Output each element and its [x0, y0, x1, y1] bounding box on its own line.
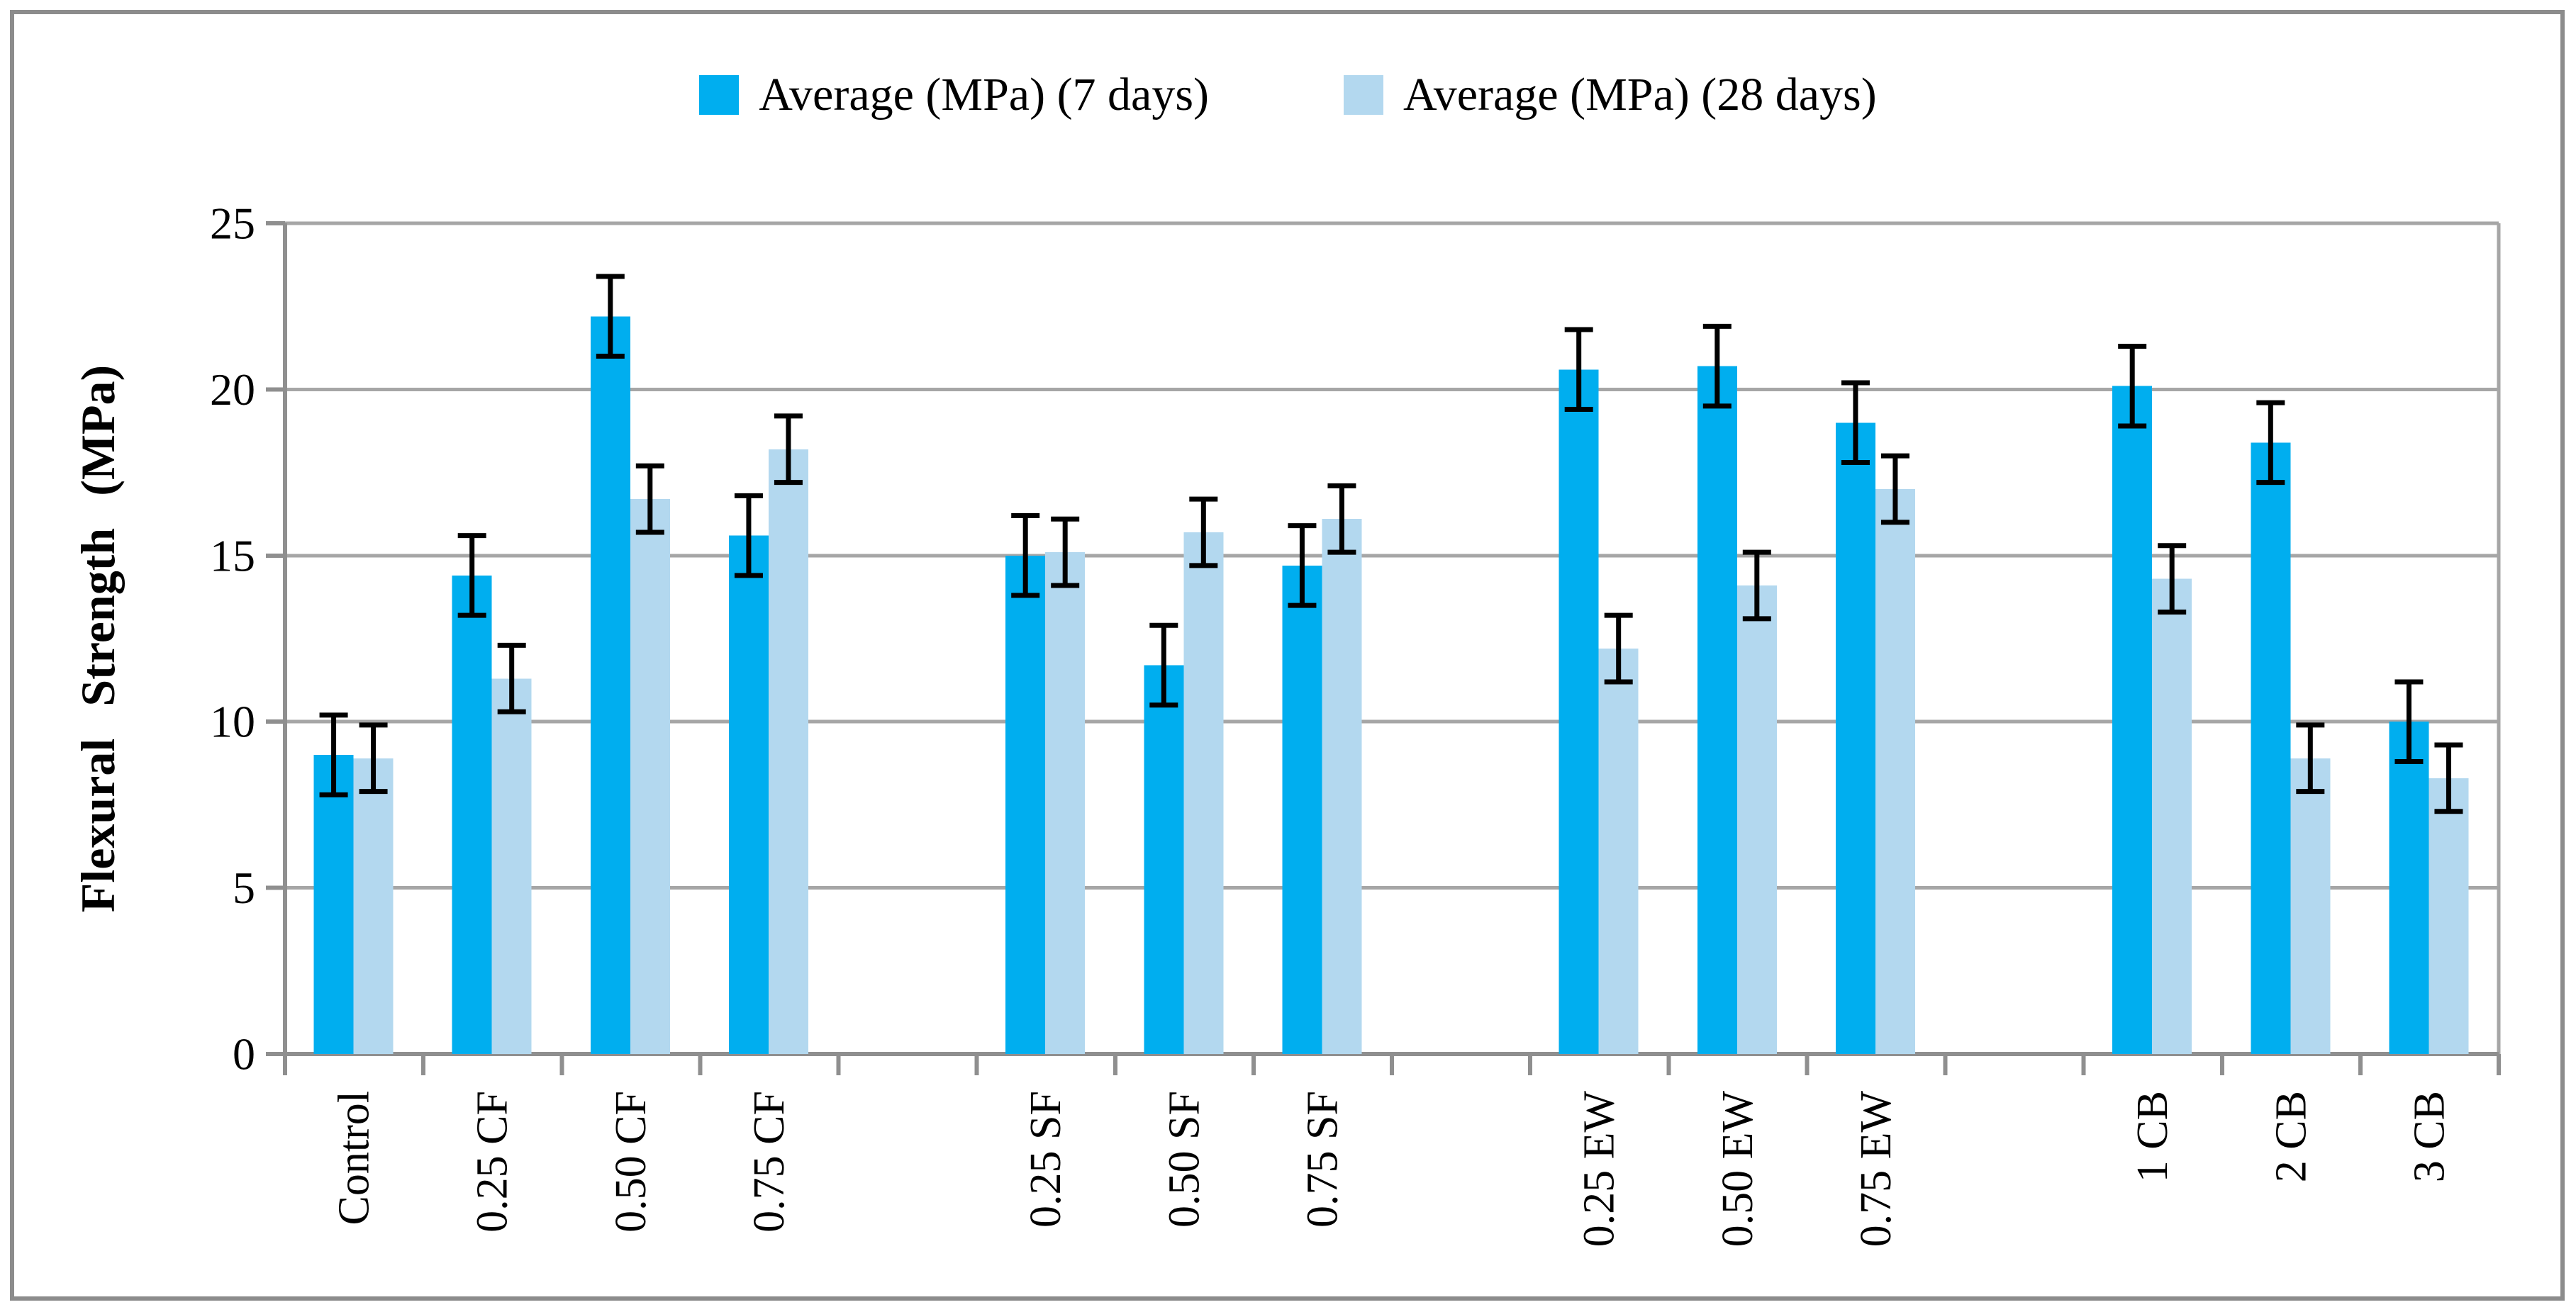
error-bar-28days-1-CB: [2158, 543, 2187, 615]
error-bar-7days-0-50-SF: [1149, 622, 1178, 708]
error-bar-28days-3-CB: [2434, 742, 2463, 814]
x-tick-label-0-50-SF: 0.50 SF: [1160, 1091, 1208, 1228]
legend-label-7-days: Average (MPa) (7 days): [759, 69, 1209, 120]
x-tick-label-0-75-EW: 0.75 EW: [1852, 1091, 1900, 1247]
y-tick-label-5: 5: [233, 863, 255, 913]
y-tick-label-25: 25: [210, 198, 255, 249]
bar-28days-0-75-EW: [1875, 489, 1915, 1054]
error-bar-28days-0-50-SF: [1189, 496, 1218, 568]
y-tick-label-20: 20: [210, 364, 255, 415]
bar-7days-0-75-CF: [728, 535, 769, 1054]
x-tick-label-0-75-SF: 0.75 SF: [1298, 1091, 1346, 1228]
error-bar-28days-0-75-SF: [1327, 483, 1356, 555]
y-axis-title: Flexural Strength (MPa): [71, 365, 125, 912]
error-bar-7days-2-CB: [2256, 400, 2285, 486]
error-bar-7days-0-25-CF: [457, 533, 486, 618]
x-tick-label-3-CB: 3 CB: [2405, 1091, 2453, 1182]
error-bar-28days-0-25-EW: [1604, 612, 1633, 685]
legend-swatch-7-days-icon: [699, 75, 740, 115]
x-tick-label-0-25-SF: 0.25 SF: [1022, 1091, 1070, 1228]
y-tick-label-15: 15: [210, 530, 255, 581]
bar-7days-0-25-EW: [1559, 369, 1599, 1054]
bar-7days-0-50-EW: [1697, 366, 1737, 1054]
x-tick-label-0-25-CF: 0.25 CF: [469, 1091, 517, 1233]
error-bar-7days-0-50-EW: [1702, 323, 1732, 409]
bar-7days-2-CB: [2251, 442, 2291, 1054]
bar-28days-1-CB: [2152, 578, 2192, 1054]
error-bar-28days-0-75-CF: [774, 413, 803, 486]
bar-28days-3-CB: [2429, 778, 2469, 1054]
error-bar-28days-2-CB: [2296, 722, 2325, 795]
error-bar-28days-0-25-SF: [1051, 516, 1080, 588]
bar-7days-0-50-CF: [590, 316, 630, 1054]
legend-item-28-days: Average (MPa) (28 days): [1344, 68, 1877, 122]
bar-7days-0-50-SF: [1144, 665, 1184, 1054]
bar-28days-Control: [353, 758, 394, 1054]
x-tick-label-1-CB: 1 CB: [2129, 1091, 2177, 1182]
error-bar-7days-3-CB: [2394, 679, 2424, 764]
bar-28days-0-25-SF: [1045, 552, 1086, 1054]
error-bar-7days-0-75-SF: [1288, 523, 1317, 608]
x-tick-label-Control: Control: [330, 1091, 379, 1225]
bar-28days-0-50-EW: [1736, 585, 1777, 1054]
error-bar-28days-0-50-EW: [1742, 549, 1771, 622]
error-bar-28days-0-25-CF: [497, 642, 526, 714]
bar-28days-0-75-CF: [768, 449, 808, 1054]
y-tick-label-0: 0: [233, 1029, 255, 1080]
bar-28days-0-50-CF: [630, 499, 670, 1054]
bar-7days-1-CB: [2112, 386, 2153, 1054]
x-tick-label-0-50-CF: 0.50 CF: [607, 1091, 655, 1233]
error-bar-7days-0-50-CF: [596, 274, 625, 359]
bar-7days-0-25-SF: [1005, 555, 1046, 1054]
error-bar-28days-0-50-CF: [635, 463, 664, 535]
bar-28days-0-25-EW: [1598, 649, 1639, 1054]
x-tick-label-0-25-EW: 0.25 EW: [1576, 1091, 1624, 1247]
x-tick-label-0-50-EW: 0.50 EW: [1714, 1091, 1762, 1247]
error-bar-7days-1-CB: [2118, 343, 2147, 429]
legend-label-28-days: Average (MPa) (28 days): [1403, 69, 1877, 120]
error-bar-7days-0-75-EW: [1841, 380, 1870, 466]
bar-28days-2-CB: [2290, 758, 2331, 1054]
x-tick-label-2-CB: 2 CB: [2267, 1091, 2315, 1182]
error-bar-28days-Control: [359, 722, 388, 795]
legend-item-7-days: Average (MPa) (7 days): [699, 68, 1209, 122]
bar-7days-3-CB: [2389, 722, 2429, 1054]
error-bar-7days-0-75-CF: [734, 493, 763, 578]
y-tick-label-10: 10: [210, 697, 255, 747]
bar-7days-Control: [313, 755, 354, 1054]
bar-28days-0-50-SF: [1183, 532, 1224, 1054]
bar-7days-0-75-SF: [1282, 565, 1322, 1054]
error-bar-7days-Control: [319, 712, 348, 797]
error-bar-28days-0-75-EW: [1880, 453, 1909, 525]
bar-28days-0-25-CF: [491, 678, 532, 1054]
x-tick-label-0-75-CF: 0.75 CF: [745, 1091, 793, 1233]
bar-7days-0-75-EW: [1835, 422, 1875, 1054]
bar-7days-0-25-CF: [452, 575, 492, 1054]
bar-28days-0-75-SF: [1322, 519, 1362, 1054]
legend: Average (MPa) (7 days) Average (MPa) (28…: [0, 68, 2576, 122]
legend-swatch-28-days-icon: [1344, 75, 1383, 115]
error-bar-7days-0-25-EW: [1564, 327, 1593, 413]
error-bar-7days-0-25-SF: [1011, 513, 1040, 598]
